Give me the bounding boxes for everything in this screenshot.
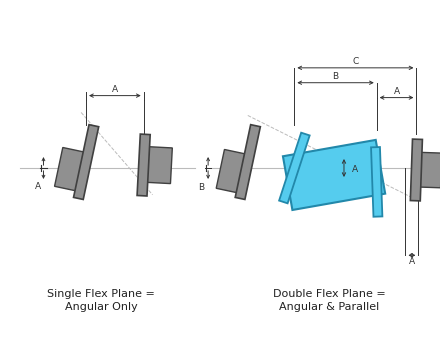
Polygon shape — [137, 134, 150, 196]
Text: A: A — [352, 166, 358, 174]
Polygon shape — [143, 146, 172, 184]
Polygon shape — [371, 147, 382, 217]
Polygon shape — [279, 133, 310, 203]
Polygon shape — [54, 147, 92, 192]
Text: Angular Only: Angular Only — [65, 302, 137, 312]
Text: A: A — [34, 183, 41, 191]
Text: B: B — [332, 72, 339, 81]
Text: Angular & Parallel: Angular & Parallel — [279, 302, 379, 312]
Polygon shape — [415, 152, 442, 188]
Polygon shape — [410, 139, 423, 201]
Polygon shape — [216, 149, 254, 194]
Text: A: A — [112, 85, 118, 94]
Text: C: C — [352, 57, 358, 66]
Polygon shape — [73, 125, 99, 199]
Text: A: A — [409, 257, 415, 266]
Polygon shape — [235, 125, 260, 199]
Text: Single Flex Plane =: Single Flex Plane = — [47, 289, 155, 299]
Text: A: A — [393, 87, 400, 96]
Polygon shape — [283, 140, 385, 210]
Text: B: B — [198, 183, 204, 192]
Text: Double Flex Plane =: Double Flex Plane = — [273, 289, 385, 299]
